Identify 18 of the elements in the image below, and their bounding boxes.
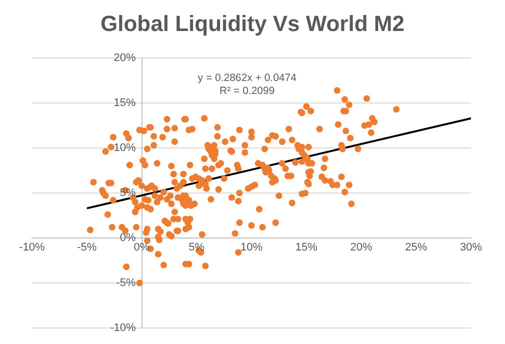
x-tick-label: 0% [134, 242, 150, 254]
x-tick-label: 30% [460, 242, 482, 254]
y-tick-label: 20% [114, 52, 136, 64]
chart-title: Global Liquidity Vs World M2 [100, 10, 406, 38]
y-tick-label: 15% [114, 97, 136, 110]
x-tick-label: 20% [350, 242, 372, 254]
x-tick-label: 25% [405, 242, 428, 254]
annotation: R² = 0.2099 [220, 84, 275, 97]
x-tick-label: 15% [295, 242, 318, 254]
y-tick-label: -10% [110, 322, 136, 334]
y-tick-label: 0% [120, 232, 136, 244]
x-tick-label: -5% [77, 242, 97, 254]
x-tick-label: 10% [240, 242, 263, 254]
x-tick-label: 5% [188, 242, 205, 254]
y-tick-label: -5% [116, 277, 136, 290]
x-tick-label: -10% [19, 242, 46, 254]
y-tick-label: 10% [114, 142, 136, 154]
annotation: y = 0.2862x + 0.0474 [198, 72, 297, 84]
